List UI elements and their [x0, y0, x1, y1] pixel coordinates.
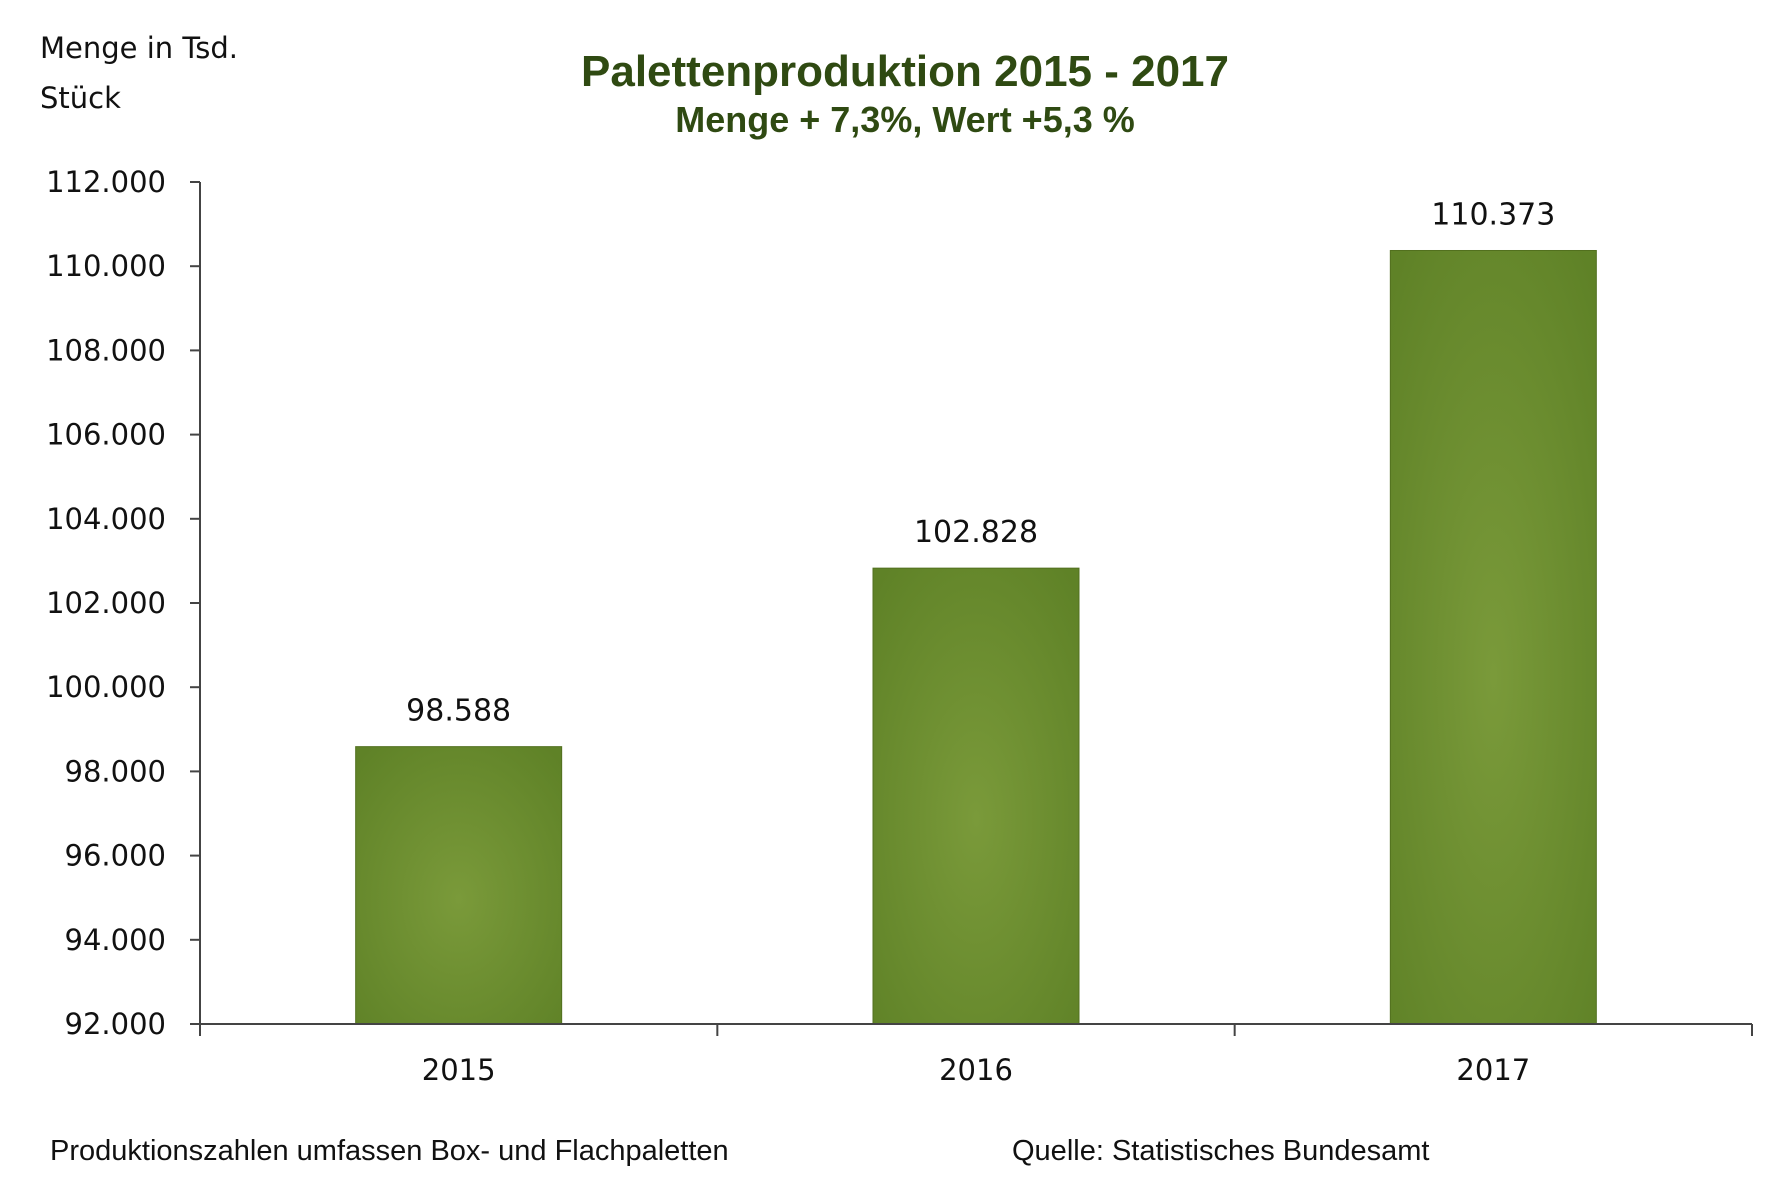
footnote-right: Quelle: Statistisches Bundesamt	[1012, 1135, 1429, 1167]
y-axis-label-line1: Menge in Tsd.	[40, 31, 238, 65]
bar-2017	[1389, 249, 1597, 1025]
y-tick-label: 96.000	[65, 839, 166, 873]
x-axis-ticks: 2015 2016 2017	[199, 1024, 1753, 1087]
x-tick-label-2017: 2017	[1456, 1053, 1530, 1087]
bar-2015	[355, 746, 563, 1025]
y-tick-label: 94.000	[65, 923, 166, 957]
data-label-2015: 98.588	[406, 694, 511, 729]
y-tick-label: 108.000	[46, 333, 166, 367]
data-label-2016: 102.828	[914, 515, 1038, 550]
y-tick-label: 112.000	[46, 165, 166, 199]
bar-2016	[872, 567, 1080, 1025]
chart-title: Palettenproduktion 2015 - 2017	[581, 47, 1229, 96]
chart-subtitle: Menge + 7,3%, Wert +5,3 %	[675, 99, 1135, 140]
y-tick-label: 110.000	[46, 249, 166, 283]
footnote-left: Produktionszahlen umfassen Box- und Flac…	[50, 1135, 729, 1167]
data-label-2017: 110.373	[1431, 197, 1555, 232]
y-axis-label-line2: Stück	[40, 81, 121, 115]
y-tick-label: 104.000	[46, 502, 166, 536]
y-tick-label: 106.000	[46, 418, 166, 452]
y-tick-label: 92.000	[65, 1007, 166, 1041]
x-tick-label-2016: 2016	[939, 1053, 1013, 1087]
y-tick-label: 100.000	[46, 670, 166, 704]
bars: 98.588 102.828 110.373	[355, 197, 1597, 1025]
x-tick-label-2015: 2015	[422, 1053, 496, 1087]
y-axis-ticks: 92.000 94.000 96.000 98.000 100.000 102.000 10…	[46, 165, 200, 1041]
y-tick-label: 102.000	[46, 586, 166, 620]
y-tick-label: 98.000	[65, 754, 166, 788]
